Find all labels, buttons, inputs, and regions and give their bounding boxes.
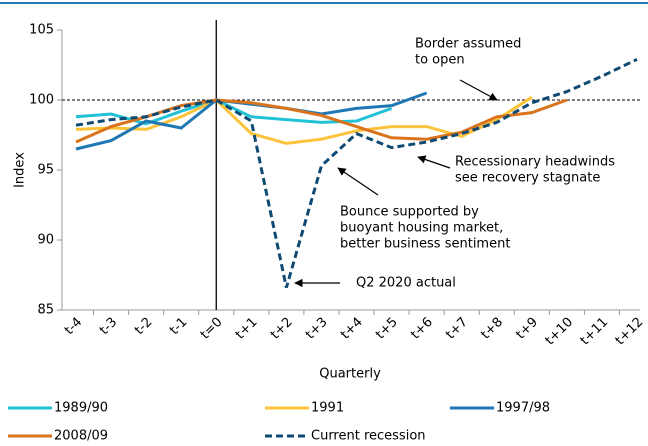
x-axis-label: Quarterly — [319, 367, 381, 382]
x-tick-label: t+10 — [543, 315, 577, 349]
annotation: Border assumed — [415, 37, 521, 52]
x-tick-label: t+7 — [443, 315, 471, 343]
x-tick-label: t-4 — [62, 315, 85, 338]
x-tick-label: t+1 — [233, 315, 261, 343]
x-tick-label: t+5 — [373, 315, 401, 343]
x-tick-label: t+9 — [513, 315, 541, 343]
legend-label: Current recession — [311, 429, 426, 444]
y-tick-label: 95 — [37, 163, 54, 178]
legend-label: 2008/09 — [54, 429, 108, 444]
x-tick-label: t+4 — [338, 315, 366, 343]
x-tick-label: t+8 — [478, 315, 506, 343]
x-tick-label: t-3 — [97, 315, 120, 338]
x-tick-label: t-2 — [132, 315, 155, 338]
x-tick-label: t+11 — [578, 315, 612, 349]
x-tick-label: t+3 — [303, 315, 331, 343]
annotation-arrow — [417, 155, 451, 169]
legend-label: 1991 — [311, 401, 344, 416]
annotation: Recessionary headwinds — [455, 155, 615, 170]
series-line — [75, 58, 638, 289]
annotation: better business sentiment — [340, 237, 510, 252]
y-axis-label: Index — [13, 152, 28, 188]
x-tick-label: t-1 — [167, 315, 190, 338]
x-tick-label: t+12 — [613, 315, 647, 349]
annotation: see recovery stagnate — [455, 171, 600, 186]
legend-label: 1989/90 — [54, 401, 108, 416]
y-tick-label: 85 — [37, 303, 54, 318]
x-tick-label: t+6 — [408, 315, 436, 343]
y-tick-label: 105 — [29, 23, 54, 38]
y-tick-label: 100 — [29, 93, 54, 108]
annotation: Q2 2020 actual — [356, 276, 456, 291]
annotation: to open — [415, 53, 465, 68]
annotation-arrow — [459, 79, 498, 101]
legend-label: 1997/98 — [496, 401, 550, 416]
x-tick-label: t+2 — [268, 315, 296, 343]
annotation-arrow — [337, 167, 379, 196]
x-tick-label: t=0 — [198, 315, 226, 343]
annotation: Bounce supported by — [340, 205, 479, 220]
annotation: buoyant housing market, — [340, 221, 503, 236]
y-tick-label: 90 — [37, 233, 54, 248]
